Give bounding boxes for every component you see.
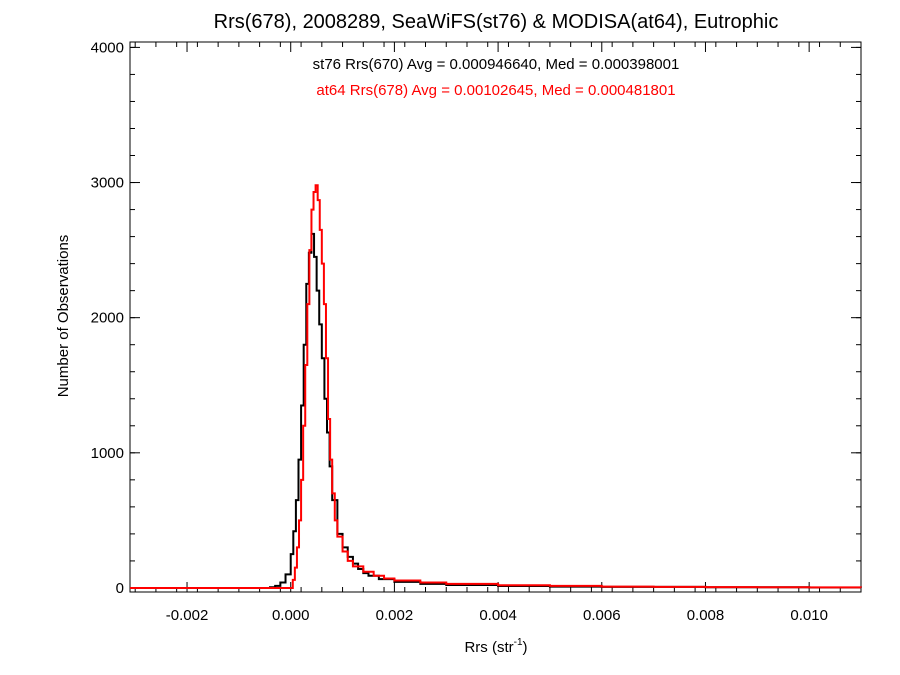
legend-entry-st76: st76 Rrs(670) Avg = 0.000946640, Med = 0… <box>313 56 680 73</box>
x-tick-label: 0.006 <box>583 607 621 624</box>
y-tick-label: 2000 <box>91 310 124 327</box>
x-tick-label: -0.002 <box>166 607 209 624</box>
series-line-1 <box>130 184 862 589</box>
plot-frame <box>129 41 862 593</box>
x-axis-label-sup: -1 <box>514 637 523 648</box>
x-axis-label: Rrs (str-1) <box>464 637 527 656</box>
axis-tick-labels: -0.002 0.000 0.002 0.004 0.006 0.008 0.010 0 100… <box>91 39 828 624</box>
x-tick-label: 0.010 <box>790 607 828 624</box>
y-tick-label: 4000 <box>91 39 124 56</box>
x-tick-label: 0.002 <box>376 607 414 624</box>
y-axis-label: Number of Observations <box>55 235 72 398</box>
x-tick-label: 0.000 <box>272 607 310 624</box>
y-tick-label: 1000 <box>91 445 124 462</box>
chart-title: Rrs(678), 2008289, SeaWiFS(st76) & MODIS… <box>214 11 779 33</box>
x-axis-label-main: Rrs (str <box>464 639 513 656</box>
y-tick-label: 0 <box>116 580 124 597</box>
y-tick-label: 3000 <box>91 175 124 192</box>
series-group <box>130 184 862 589</box>
series-line-0 <box>130 232 862 589</box>
x-tick-label: 0.008 <box>687 607 725 624</box>
x-axis-label-close: ) <box>523 639 528 656</box>
legend-entry-at64: at64 Rrs(678) Avg = 0.00102645, Med = 0.… <box>316 82 675 99</box>
axis-ticks <box>130 42 862 592</box>
x-tick-label: 0.004 <box>479 607 517 624</box>
